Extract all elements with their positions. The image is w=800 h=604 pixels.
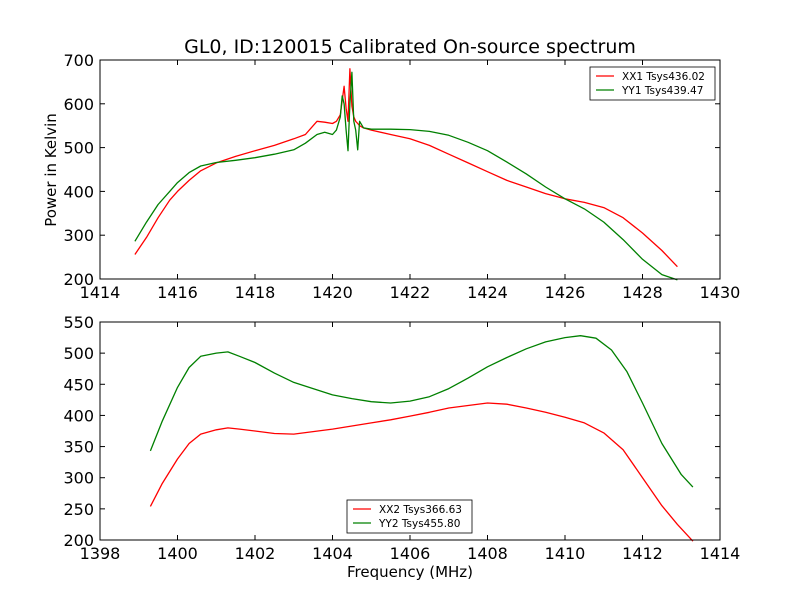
y-tick-label: 350 (63, 438, 94, 457)
y-tick-label: 700 (63, 51, 94, 70)
legend-box (346, 499, 473, 534)
x-tick-label: 1420 (312, 283, 353, 302)
x-tick-label: 1402 (235, 544, 276, 563)
x-tick-label: 1414 (700, 544, 741, 563)
legend-label: YY1 Tsys439.47 (621, 85, 703, 97)
y-tick-label: 500 (63, 139, 94, 158)
y-tick-label: 450 (63, 375, 94, 394)
plot-bottom: 1398 1400 1402 1404 1406 1408 1410 1412 1414 200 2… (63, 313, 740, 563)
series-line-yy1 (134, 71, 678, 281)
x-tick-label: 1428 (622, 283, 663, 302)
legend-label: YY2 Tsys455.80 (378, 518, 460, 530)
y-tick-label: 600 (63, 95, 94, 114)
y-tick-label: 200 (63, 270, 94, 289)
x-tick-label: 1414 (80, 283, 121, 302)
figure-title: GL0, ID:120015 Calibrated On-source spec… (184, 36, 636, 58)
x-tick-label: 1416 (157, 283, 198, 302)
x-tick-label: 1412 (622, 544, 663, 563)
series-line-xx1 (134, 68, 678, 268)
x-tick-label: 1426 (545, 283, 586, 302)
legend-label: XX1 Tsys436.02 (622, 71, 705, 83)
y-axis-label: Power in Kelvin (42, 113, 60, 227)
x-tick-label: 1430 (700, 283, 741, 302)
legend-label: XX2 Tsys366.63 (379, 504, 462, 516)
y-tick-label: 300 (63, 226, 94, 245)
y-tick-label: 300 (63, 469, 94, 488)
x-tick-label: 1406 (390, 544, 431, 563)
series-line-yy2 (149, 335, 694, 488)
y-tick-label: 250 (63, 500, 94, 519)
y-tick-label: 500 (63, 344, 94, 363)
x-tick-label: 1410 (545, 544, 586, 563)
plot-top: 1414 1416 1418 1420 1422 1424 1426 1428 1430 200 3… (63, 51, 740, 302)
x-tick-label: 1422 (390, 283, 431, 302)
y-tick-label: 400 (63, 182, 94, 201)
x-axis-label: Frequency (MHz) (347, 563, 473, 581)
y-tick-label: 200 (63, 531, 94, 550)
x-tick-label: 1404 (312, 544, 353, 563)
x-tick-label: 1398 (80, 544, 121, 563)
legend-box (589, 66, 716, 101)
x-tick-label: 1424 (467, 283, 508, 302)
x-tick-label: 1408 (467, 544, 508, 563)
y-tick-label: 550 (63, 313, 94, 332)
x-tick-label: 1418 (235, 283, 276, 302)
y-tick-label: 400 (63, 406, 94, 425)
series-line-xx2 (149, 402, 694, 542)
x-tick-label: 1400 (157, 544, 198, 563)
